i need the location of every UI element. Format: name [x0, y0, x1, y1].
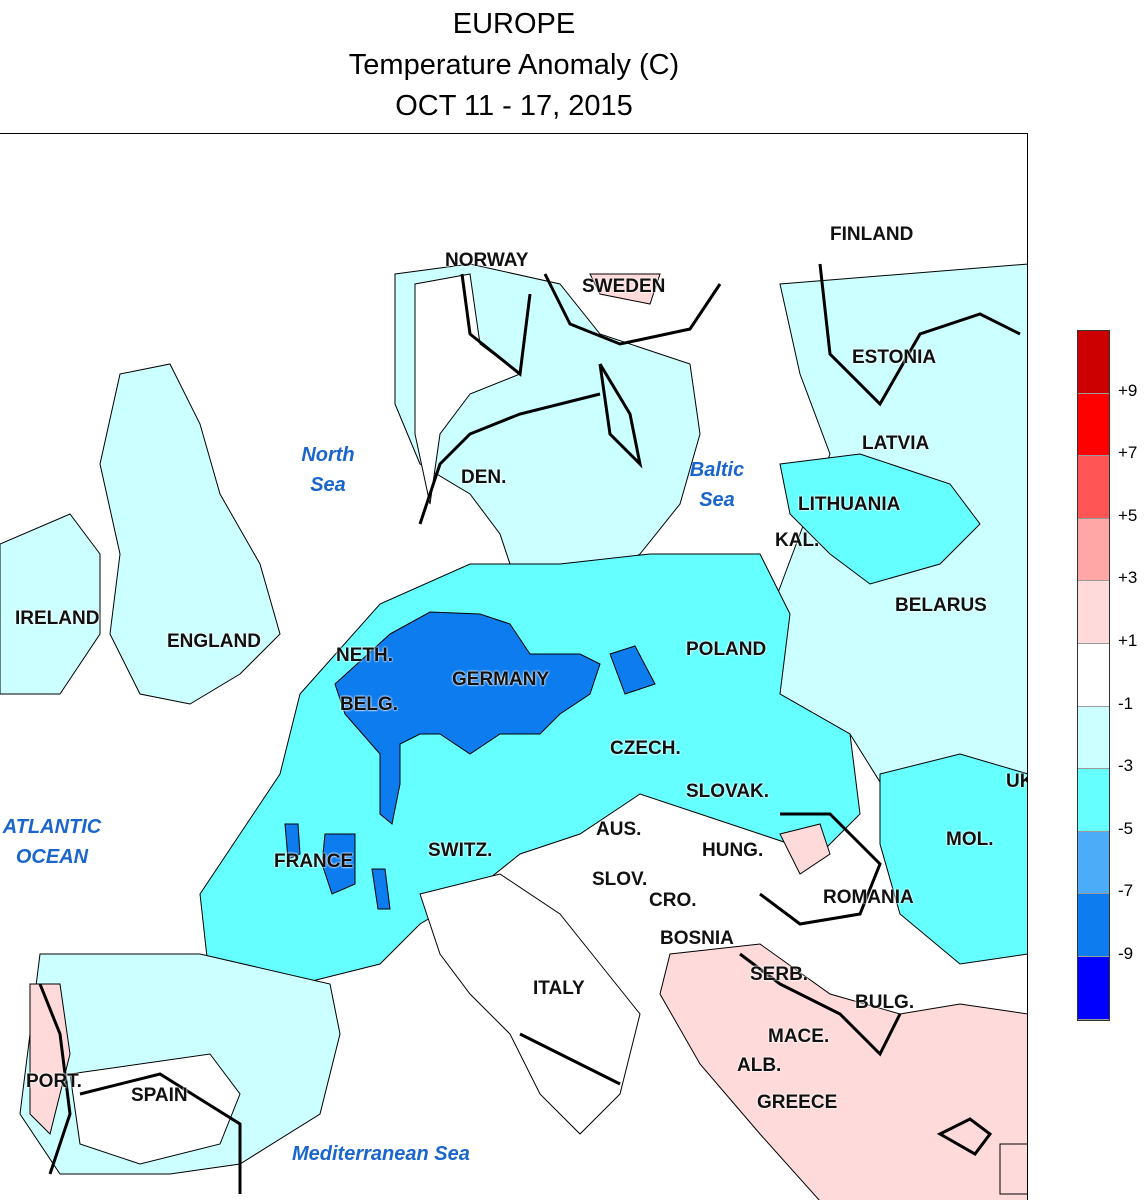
label-serb: SERB.	[750, 964, 809, 985]
shade-france-darkblue-1	[284, 823, 301, 860]
label-kal: KAL.	[775, 530, 820, 551]
label-latvia: LATVIA	[862, 433, 930, 454]
contour-line	[543, 273, 722, 346]
legend-label: +5	[1118, 505, 1138, 525]
title-variable: Temperature Anomaly (C)	[348, 49, 680, 81]
legend-label: +7	[1118, 443, 1138, 463]
title-date-range: OCT 11 - 17, 2015	[395, 90, 633, 122]
label-north-sea: North Sea	[301, 444, 355, 496]
color-legend	[1077, 330, 1110, 1021]
label-france: FRANCE	[274, 851, 354, 872]
shade-east-cyan	[879, 753, 1027, 965]
label-sweden: SWEDEN	[582, 276, 666, 297]
contour-line	[519, 1032, 621, 1086]
label-czech: CZECH.	[610, 738, 681, 759]
shade-romania-pink	[779, 823, 831, 875]
shade-balkans-pink	[659, 943, 1027, 1200]
label-belg: BELG.	[340, 694, 399, 715]
legend-swatch	[1078, 518, 1109, 582]
shade-france-darkblue-2	[321, 833, 356, 895]
shade-norway-white	[414, 273, 522, 505]
label-atlantic-ocean: ATLANTIC OCEAN	[2, 816, 102, 868]
shade-poland-darkblue	[609, 645, 656, 695]
legend-label: +1	[1118, 631, 1138, 650]
legend-label: -9	[1118, 944, 1134, 963]
label-poland: POLAND	[686, 639, 767, 660]
label-ireland: IRELAND	[15, 608, 100, 629]
legend-swatch	[1078, 581, 1109, 644]
legend-swatch	[1078, 831, 1109, 895]
shade-gb	[99, 363, 281, 705]
title-region: EUROPE	[452, 8, 576, 40]
contour-line	[739, 952, 902, 1057]
contour-line	[79, 1072, 242, 1194]
label-slovak: SLOVAK.	[686, 781, 770, 802]
label-slov: SLOV.	[592, 869, 648, 890]
legend-label: +3	[1118, 568, 1138, 588]
shade-ireland	[0, 513, 101, 695]
shade-italy-white	[419, 873, 641, 1135]
shade-se-pink	[999, 1143, 1027, 1195]
label-norway: NORWAY	[445, 250, 529, 271]
legend-swatch	[1078, 331, 1109, 394]
shade-lithuania-cyan	[779, 453, 981, 585]
label-alb: ALB.	[737, 1055, 782, 1076]
legend-label: -7	[1118, 881, 1134, 901]
legend-label: -1	[1118, 693, 1134, 713]
legend-swatch	[1078, 769, 1109, 832]
label-den: DEN.	[461, 467, 507, 488]
label-cro: CRO.	[649, 890, 697, 911]
legend-swatch	[1078, 706, 1109, 770]
label-port: PORT.	[26, 1071, 82, 1092]
contour-line	[759, 812, 882, 926]
contour-line	[936, 1117, 993, 1156]
label-ukraine: UK	[1006, 771, 1027, 792]
anomaly-shading	[0, 263, 1027, 1200]
shade-scandi-pink-top	[589, 273, 661, 305]
shade-spain-white	[69, 1053, 241, 1165]
legend-swatch	[1078, 456, 1109, 519]
label-romania: ROMANIA	[823, 887, 914, 908]
contour-line	[418, 392, 601, 525]
shade-port-pink	[29, 983, 71, 1135]
label-mace: MACE.	[768, 1026, 830, 1047]
contour-lines	[38, 263, 1021, 1194]
legend-swatch	[1078, 643, 1109, 707]
legend-swatch	[1078, 894, 1109, 957]
legend-label: +9	[1118, 380, 1138, 400]
contour-line	[598, 363, 643, 469]
legend-label: -5	[1118, 818, 1134, 838]
label-baltic-sea: Baltic Sea	[689, 459, 745, 511]
contour-line	[460, 273, 532, 377]
label-mediterranean-sea: Mediterranean Sea	[292, 1143, 470, 1165]
label-bosnia: BOSNIA	[660, 928, 734, 949]
label-bulg: BULG.	[855, 992, 915, 1013]
contour-line	[818, 263, 1021, 407]
label-hung: HUNG.	[702, 840, 764, 861]
anomaly-map-svg	[0, 263, 1027, 1200]
label-switz: SWITZ.	[428, 840, 493, 861]
label-spain: SPAIN	[131, 1085, 188, 1106]
label-greece: GREECE	[757, 1092, 838, 1113]
label-belarus: BELARUS	[895, 595, 987, 616]
legend-swatch	[1078, 956, 1109, 1020]
label-finland: FINLAND	[830, 224, 914, 245]
label-lithuania: LITHUANIA	[798, 494, 901, 515]
map-area: NORWAY SWEDEN FINLAND ESTONIA LATVIA LIT…	[0, 133, 1028, 1200]
map-title: EUROPE Temperature Anomaly (C) OCT 11 - …	[0, 0, 1028, 127]
label-estonia: ESTONIA	[852, 347, 937, 368]
contour-line	[38, 983, 72, 1175]
shade-france-darkblue-3	[371, 868, 391, 910]
legend-swatch	[1078, 393, 1109, 457]
label-neth: NETH.	[336, 645, 393, 666]
shade-germany-darkblue	[334, 611, 601, 825]
legend-label: -3	[1118, 756, 1134, 776]
label-germany: GERMANY	[452, 669, 550, 690]
label-italy: ITALY	[533, 978, 585, 999]
label-england: ENGLAND	[167, 631, 261, 652]
label-mol: MOL.	[946, 829, 994, 850]
label-aus: AUS.	[596, 819, 642, 840]
